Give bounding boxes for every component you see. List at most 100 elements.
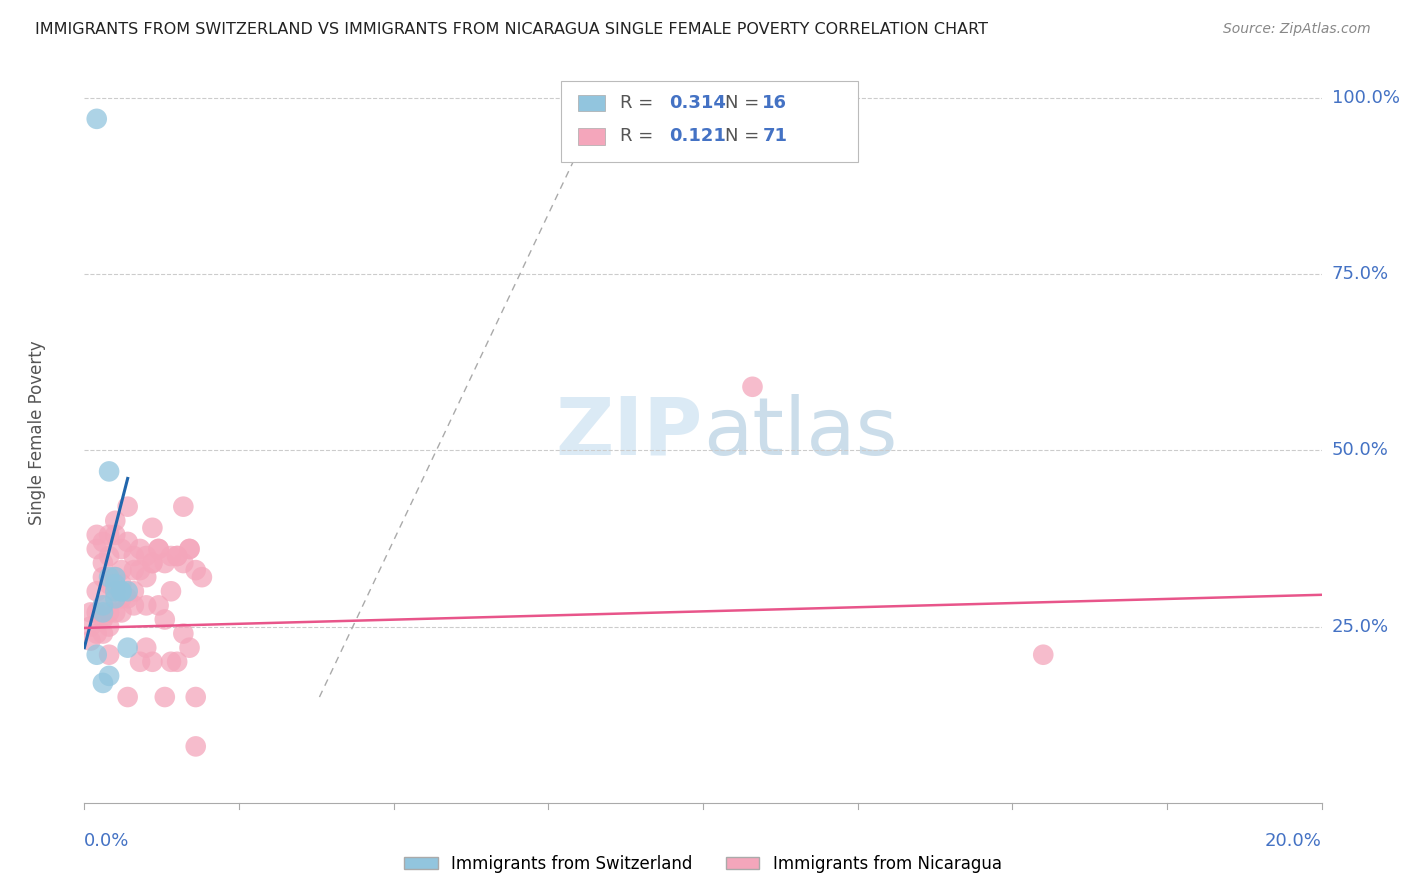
Point <box>110 541 132 556</box>
Point <box>160 549 183 563</box>
Point <box>98 577 121 591</box>
Point <box>91 676 114 690</box>
Point <box>110 563 132 577</box>
Point <box>166 549 188 563</box>
Point <box>79 633 101 648</box>
Point <box>104 591 127 606</box>
Text: 25.0%: 25.0% <box>1331 617 1389 635</box>
Point <box>104 606 127 620</box>
Text: 100.0%: 100.0% <box>1331 88 1399 107</box>
Point <box>179 541 201 556</box>
Point <box>98 619 121 633</box>
Text: atlas: atlas <box>703 393 897 472</box>
Point <box>110 584 132 599</box>
Text: 75.0%: 75.0% <box>1331 265 1389 283</box>
Point <box>104 584 127 599</box>
Point <box>160 655 183 669</box>
Point <box>91 570 114 584</box>
Point <box>110 577 132 591</box>
Text: 71: 71 <box>762 128 787 145</box>
Point <box>91 556 114 570</box>
Text: 0.314: 0.314 <box>669 95 727 112</box>
Text: ZIP: ZIP <box>555 393 703 472</box>
Point <box>135 570 157 584</box>
Point <box>172 556 194 570</box>
Point <box>1032 648 1054 662</box>
Point <box>117 690 139 704</box>
Bar <box>578 95 605 112</box>
Point <box>91 612 114 626</box>
Text: R =: R = <box>620 95 659 112</box>
Text: Source: ZipAtlas.com: Source: ZipAtlas.com <box>1223 22 1371 37</box>
Point <box>184 690 207 704</box>
Point <box>98 464 121 478</box>
Point <box>91 599 114 613</box>
Point <box>179 640 201 655</box>
Point <box>117 640 139 655</box>
Point <box>98 570 121 584</box>
Point <box>104 570 127 584</box>
Point <box>135 640 157 655</box>
Legend: Immigrants from Switzerland, Immigrants from Nicaragua: Immigrants from Switzerland, Immigrants … <box>398 848 1008 880</box>
Point <box>98 528 121 542</box>
Point <box>110 606 132 620</box>
Point <box>117 535 139 549</box>
Point <box>86 584 108 599</box>
Point <box>86 541 108 556</box>
Text: 20.0%: 20.0% <box>1265 832 1322 850</box>
Point <box>141 556 163 570</box>
Point <box>129 655 152 669</box>
Point <box>117 584 139 599</box>
Point <box>86 112 108 126</box>
Point <box>104 570 127 584</box>
Point <box>117 500 139 514</box>
Point <box>741 380 763 394</box>
Point <box>191 570 214 584</box>
Point <box>98 648 121 662</box>
Point <box>104 528 127 542</box>
Point <box>153 612 176 626</box>
Point <box>104 584 127 599</box>
Point <box>104 514 127 528</box>
Point <box>141 521 163 535</box>
Point <box>91 626 114 640</box>
Point <box>86 528 108 542</box>
Text: 0.0%: 0.0% <box>84 832 129 850</box>
Point <box>129 541 152 556</box>
Text: 16: 16 <box>762 95 787 112</box>
Point <box>122 584 145 599</box>
Point <box>153 690 176 704</box>
Point <box>79 606 101 620</box>
Point <box>141 655 163 669</box>
Text: R =: R = <box>620 128 659 145</box>
Text: 0.121: 0.121 <box>669 128 727 145</box>
Point <box>91 535 114 549</box>
Bar <box>561 81 858 162</box>
Point <box>91 599 114 613</box>
Point <box>122 549 145 563</box>
Point <box>148 599 170 613</box>
Point <box>172 626 194 640</box>
Point <box>86 626 108 640</box>
Text: 50.0%: 50.0% <box>1331 442 1388 459</box>
Point <box>122 599 145 613</box>
Text: N =: N = <box>725 128 765 145</box>
Point <box>98 606 121 620</box>
Point <box>98 669 121 683</box>
Point <box>117 591 139 606</box>
Point <box>135 549 157 563</box>
Bar <box>578 128 605 145</box>
Point <box>86 606 108 620</box>
Point <box>129 563 152 577</box>
Point <box>148 541 170 556</box>
Point <box>172 500 194 514</box>
Point <box>153 556 176 570</box>
Point <box>91 606 114 620</box>
Point <box>166 655 188 669</box>
Point <box>122 563 145 577</box>
Point <box>184 563 207 577</box>
Text: N =: N = <box>725 95 765 112</box>
Point <box>98 549 121 563</box>
Point <box>86 648 108 662</box>
Point <box>104 577 127 591</box>
